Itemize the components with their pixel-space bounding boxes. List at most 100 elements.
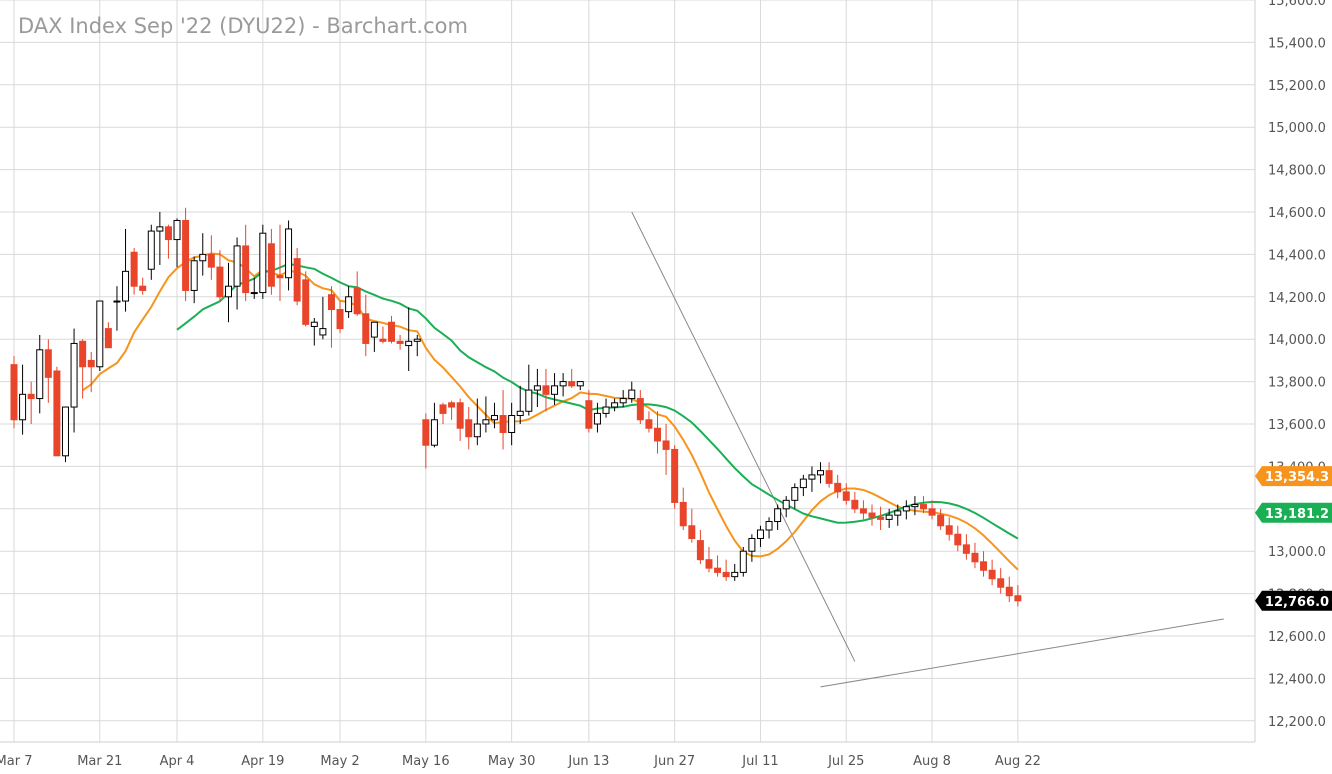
candle xyxy=(714,555,722,577)
x-tick-label: Mar 7 xyxy=(0,754,32,769)
candle-body xyxy=(353,287,361,315)
candle xyxy=(825,462,833,488)
candle xyxy=(636,390,644,424)
candle-body xyxy=(808,474,816,480)
candle xyxy=(104,322,112,349)
candle-body xyxy=(825,470,833,484)
candle-body xyxy=(362,313,370,344)
candle xyxy=(928,500,936,520)
grid xyxy=(0,0,1256,743)
y-tick-label: 14,000.0 xyxy=(1268,333,1326,348)
candle-body xyxy=(164,226,172,241)
candle-body xyxy=(448,402,456,408)
candle-body xyxy=(551,385,559,395)
candle xyxy=(19,364,27,435)
x-tick-label: Aug 8 xyxy=(913,754,951,769)
candle xyxy=(27,381,35,424)
candle-body xyxy=(302,279,310,325)
candle-body xyxy=(267,243,275,287)
candle-body xyxy=(628,389,636,400)
candle xyxy=(945,517,953,541)
candle xyxy=(739,546,747,577)
candle-body xyxy=(61,406,69,457)
candle-body xyxy=(250,292,258,295)
ma-slow-tag: 13,181.2 xyxy=(1255,502,1332,523)
y-tick-label: 15,000.0 xyxy=(1268,121,1326,136)
candle xyxy=(688,508,696,543)
candle-body xyxy=(113,300,121,303)
candle-body xyxy=(285,228,293,279)
candle xyxy=(164,224,172,259)
candle-body xyxy=(27,393,35,400)
candle-body xyxy=(911,504,919,508)
candle xyxy=(113,286,121,331)
candle xyxy=(937,508,945,530)
candle xyxy=(576,381,584,391)
candle xyxy=(70,328,78,433)
x-tick-label: Apr 4 xyxy=(160,754,195,769)
candle xyxy=(628,381,636,403)
candle xyxy=(44,339,52,403)
candle xyxy=(130,248,138,295)
candle xyxy=(87,351,95,393)
candle xyxy=(396,334,404,350)
candle-body xyxy=(851,499,859,510)
candle-body xyxy=(396,340,404,344)
candle xyxy=(722,559,730,581)
candle xyxy=(422,413,430,469)
candle xyxy=(53,366,61,457)
candle xyxy=(611,398,619,412)
ma-fast-tag-bg xyxy=(1255,466,1332,487)
candle xyxy=(516,385,524,424)
x-tick-label: Jul 25 xyxy=(827,754,864,769)
candle-body xyxy=(1005,586,1013,597)
x-tick-label: Jun 13 xyxy=(567,754,609,769)
candle-body xyxy=(233,245,241,287)
trendlines xyxy=(631,211,1224,688)
candle xyxy=(413,334,421,357)
candle-body xyxy=(568,381,576,387)
price-tags: 13,354.3 13,181.2 12,766.0 xyxy=(1255,466,1332,611)
candle-body xyxy=(919,504,927,510)
candle-body xyxy=(182,219,190,291)
candle xyxy=(997,568,1005,594)
candle-body xyxy=(465,419,473,438)
candle-body xyxy=(714,567,722,573)
candle-body xyxy=(139,285,147,291)
candle-body xyxy=(44,349,52,378)
candle xyxy=(962,534,970,560)
candle-body xyxy=(319,328,327,336)
y-tick-label: 15,200.0 xyxy=(1268,79,1326,94)
candle-body xyxy=(19,393,27,421)
candle xyxy=(190,256,198,304)
candle-body xyxy=(259,232,267,294)
candle-body xyxy=(130,251,138,287)
candle-body xyxy=(997,578,1005,588)
candle xyxy=(456,398,464,441)
candle-body xyxy=(1014,595,1022,602)
candle-body xyxy=(439,404,447,414)
candle xyxy=(954,525,962,552)
candle xyxy=(10,356,18,429)
candle xyxy=(877,506,885,530)
candle xyxy=(559,373,567,397)
candle-body xyxy=(242,245,250,294)
candle-body xyxy=(190,260,198,291)
candle xyxy=(430,402,438,448)
candle-body xyxy=(799,478,807,489)
candle xyxy=(327,286,335,348)
candle xyxy=(482,396,490,433)
candle-body xyxy=(413,338,421,342)
candle-body xyxy=(688,525,696,539)
candle xyxy=(988,559,996,586)
candle xyxy=(971,542,979,569)
trendline-support xyxy=(820,618,1224,688)
x-tick-label: Aug 22 xyxy=(995,754,1041,769)
candle xyxy=(302,271,310,327)
x-tick-label: Jun 27 xyxy=(653,754,695,769)
candle-body xyxy=(962,544,970,554)
candle xyxy=(619,390,627,408)
y-tick-label: 14,200.0 xyxy=(1268,291,1326,306)
candle-body xyxy=(868,512,876,518)
x-tick-label: Apr 19 xyxy=(241,754,284,769)
